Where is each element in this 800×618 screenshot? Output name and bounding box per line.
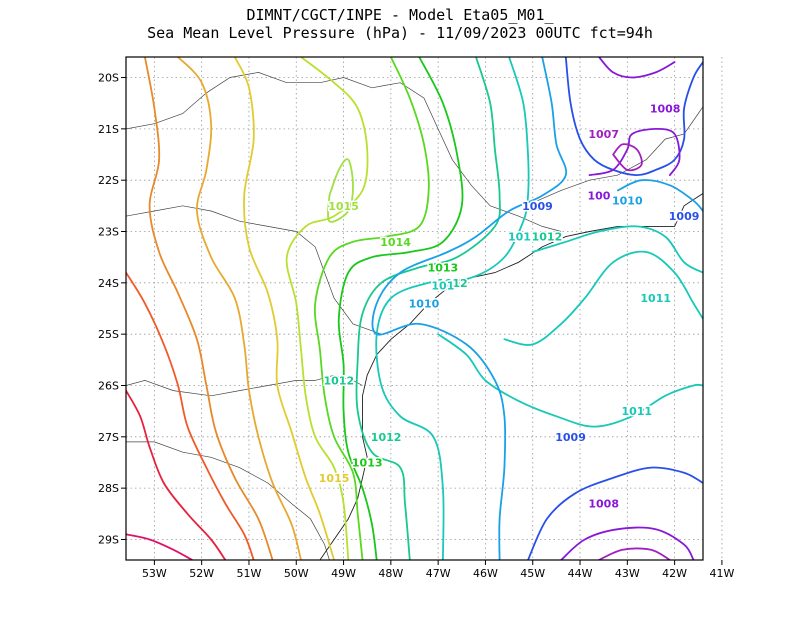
isobar-label: 1008: [588, 498, 619, 511]
isobar-label: 1014: [380, 236, 411, 249]
isobar-label: 1012: [532, 231, 563, 244]
isobar-label: 1007: [588, 128, 619, 141]
isobar-label: 1010: [612, 195, 643, 208]
lat-tick-label: 21S: [98, 123, 119, 136]
isobar-label: 1013: [352, 456, 383, 469]
lat-tick-label: 25S: [98, 328, 119, 341]
isobar-1009: [564, 57, 703, 176]
isobar-1011: [531, 225, 703, 274]
isobar-1011: [503, 250, 703, 346]
lon-tick-label: 45W: [520, 567, 545, 580]
isobar-1019: [144, 57, 274, 560]
lon-tick-label: 51W: [237, 567, 262, 580]
lat-tick-label: 29S: [98, 533, 119, 546]
lon-tick-label: 46W: [473, 567, 498, 580]
isobar-1011: [375, 57, 530, 560]
lat-tick-label: 27S: [98, 431, 119, 444]
isobar-label: 1012: [437, 277, 468, 290]
coastline-north: [708, 78, 746, 191]
lon-tick-label: 44W: [568, 567, 593, 580]
lon-tick-label: 53W: [142, 567, 167, 580]
lon-tick-label: 43W: [615, 567, 640, 580]
isobar-1008: [560, 526, 695, 560]
isobar-1013: [337, 57, 464, 560]
axis-ticks: 53W 52W 51W 50W 49W 48W 47W 46W 45W 44W 43W 42W 41W 2…: [98, 72, 734, 580]
lon-tick-label: 48W: [378, 567, 403, 580]
isobar-1007: [598, 547, 671, 560]
lat-tick-label: 26S: [98, 379, 119, 392]
lat-tick-label: 23S: [98, 226, 119, 239]
isobar-1016: [285, 57, 369, 560]
lat-tick-label: 28S: [98, 482, 119, 495]
state-border: [126, 205, 382, 335]
isobar-1015: [327, 158, 354, 223]
lat-tick-label: 20S: [98, 72, 119, 85]
state-border: [126, 374, 363, 397]
lon-tick-label: 41W: [709, 567, 734, 580]
lon-tick-label: 52W: [189, 567, 214, 580]
isobar-label: 1011: [508, 231, 539, 244]
state-border: [537, 106, 703, 202]
isobar-1010: [617, 179, 703, 212]
lon-tick-label: 47W: [426, 567, 451, 580]
isobar-label: 1012: [371, 431, 402, 444]
isobar-1012: [355, 57, 501, 560]
isobar-label: 1009: [522, 200, 553, 213]
isobar-1020: [126, 271, 255, 560]
isobar-label: 1009: [555, 431, 586, 444]
isobar-label: 1012: [324, 374, 355, 387]
plot-frame: [125, 56, 704, 561]
isobar-label: 100: [587, 190, 610, 203]
state-border: [126, 441, 330, 560]
isobar-1007: [612, 143, 643, 172]
isobar-label: 1009: [669, 210, 700, 223]
isobar-label: 101: [431, 279, 454, 292]
coastline: [319, 192, 703, 560]
isobar-label: 1011: [621, 405, 652, 418]
isobar-label: 1010: [409, 297, 440, 310]
title-line-1: DIMNT/CGCT/INPE - Model Eta05_M01_: [246, 6, 554, 24]
title-line-2: Sea Mean Level Pressure (hPa) - 11/09/20…: [147, 24, 653, 42]
lat-tick-label: 22S: [98, 174, 119, 187]
isobar-labels: 1015101410131012101101010111012100910071…: [317, 101, 701, 512]
isobar-1008: [588, 128, 681, 176]
isobar-contours: [126, 57, 703, 560]
isobar-1010: [371, 57, 568, 560]
lat-tick-label: 24S: [98, 277, 119, 290]
isobar-1018: [177, 57, 302, 560]
isobar-1022: [126, 533, 194, 560]
geography-outlines: [126, 72, 746, 560]
isobar-label: 1015: [319, 472, 350, 485]
lon-tick-label: 50W: [284, 567, 309, 580]
grid-lines: [126, 57, 723, 560]
isobar-1011: [437, 333, 703, 428]
isobar-1014: [313, 57, 430, 560]
title-block: DIMNT/CGCT/INPE - Model Eta05_M01_ Sea M…: [0, 6, 800, 42]
isobar-label: 1008: [650, 102, 681, 115]
isobar-label: 1011: [640, 292, 671, 305]
isobar-label: 1013: [428, 261, 459, 274]
isobar-1021: [126, 389, 227, 560]
isobar-1009: [527, 466, 703, 560]
lon-tick-label: 49W: [331, 567, 356, 580]
isobar-1017: [233, 57, 335, 560]
isobar-label: 1015: [328, 200, 359, 213]
isobar-1008: [598, 57, 676, 79]
lon-tick-label: 42W: [662, 567, 687, 580]
